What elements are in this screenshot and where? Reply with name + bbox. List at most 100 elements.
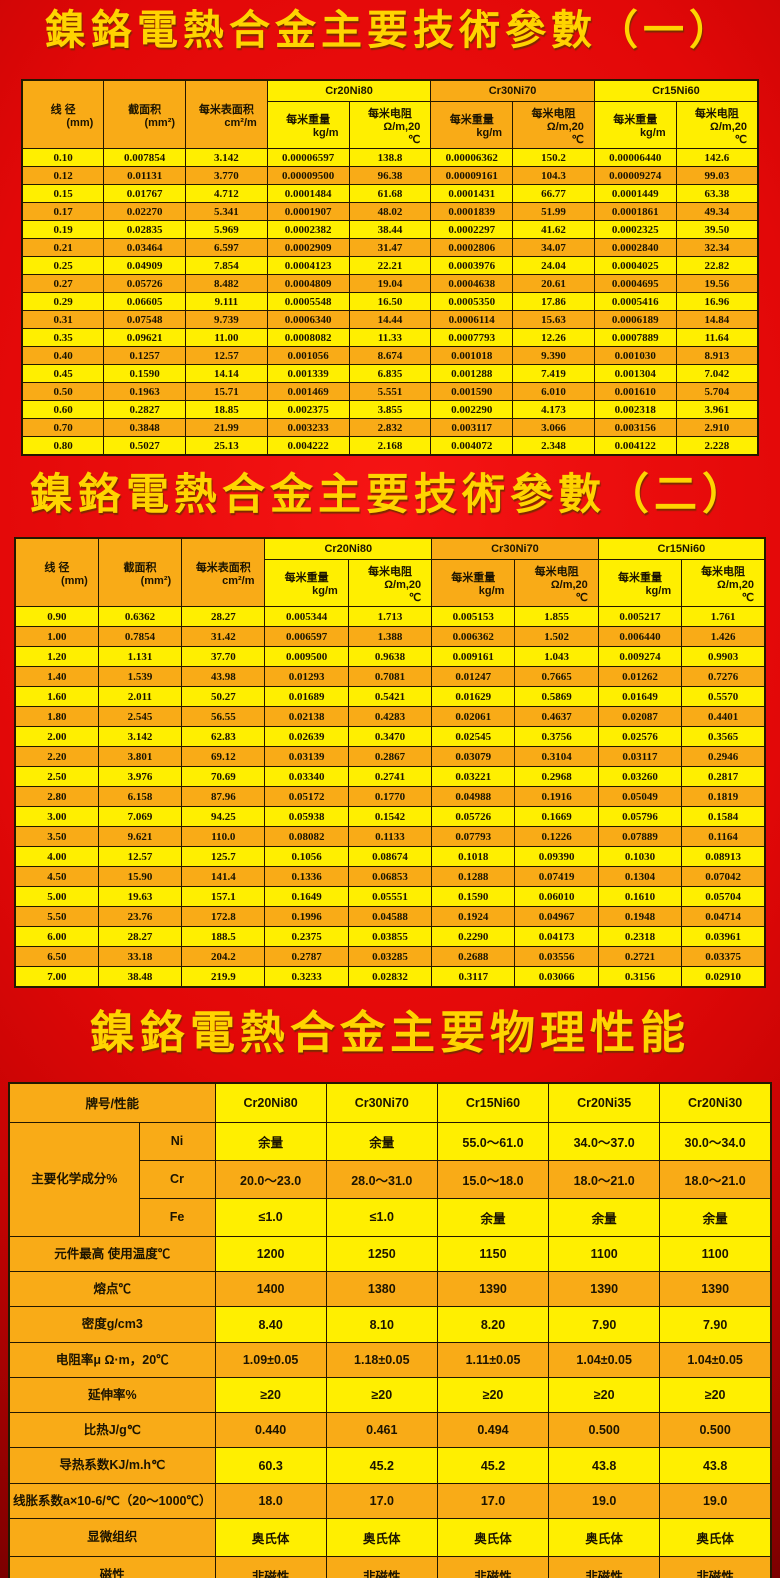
value-cell: 1.131 xyxy=(97,646,183,668)
value-cell: 41.62 xyxy=(512,220,595,240)
value-cell: 3.00 xyxy=(14,806,99,828)
value-cell: 0.2741 xyxy=(347,766,433,788)
value-cell: 0.7276 xyxy=(681,666,766,688)
value-cell: 7.042 xyxy=(675,364,759,384)
value-cell: 0.3756 xyxy=(514,726,599,748)
table-row: 元件最高 使用温度℃ 1200 1250 1150 1100 1100 xyxy=(8,1235,772,1273)
value-cell: 0.01262 xyxy=(597,666,683,688)
value-cell: 0.1257 xyxy=(103,346,187,366)
weight-label: 每米重量 xyxy=(451,572,496,585)
value-cell: 0.5570 xyxy=(681,686,766,708)
value-cell: 2.00 xyxy=(14,726,99,748)
value-cell: 0.4401 xyxy=(681,706,766,728)
row-label-property: 磁性 xyxy=(8,1555,216,1578)
value-cell: 12.57 xyxy=(97,846,183,868)
value-cell: 0.1916 xyxy=(514,786,599,808)
value-cell: 0.6362 xyxy=(97,606,183,628)
value-cell: 28.27 xyxy=(181,606,266,628)
table-row: 1.20 1.131 37.70 0.009500 0.9638 0.009161 1.04… xyxy=(14,646,766,668)
table-row: 0.60 0.2827 18.85 0.002375 3.855 0.002290 4.17… xyxy=(21,400,759,420)
value-cell: 0.0004809 xyxy=(266,274,350,294)
value-cell: 0.006362 xyxy=(431,626,516,648)
column-header-area: 截面积 (mm²) xyxy=(97,537,183,608)
value-cell: 0.1610 xyxy=(597,886,683,908)
value-cell: 1150 xyxy=(436,1235,550,1273)
value-cell: 188.5 xyxy=(181,926,266,948)
value-cell: 45.2 xyxy=(436,1447,550,1484)
resistance-label: 每米电阻 xyxy=(694,107,739,120)
value-cell: 0.2375 xyxy=(264,926,349,948)
value-cell: 0.05726 xyxy=(431,806,516,828)
value-cell: 1100 xyxy=(548,1235,661,1273)
unit-label: kg/m xyxy=(312,585,338,598)
value-cell: 非磁性 xyxy=(214,1555,327,1578)
value-cell: 0.9903 xyxy=(681,646,766,668)
table-row: 2.00 3.142 62.83 0.02639 0.3470 0.02545 0.3756… xyxy=(14,726,766,748)
subheader-weight: 每米重量 kg/m xyxy=(593,101,677,150)
value-cell: 12.57 xyxy=(185,346,268,366)
value-cell: 0.0008082 xyxy=(266,328,350,348)
subheader-resistance: 每米电阻 Ω/m,20 ℃ xyxy=(512,101,595,150)
table-row: 1.60 2.011 50.27 0.01689 0.5421 0.01629 0.5869… xyxy=(14,686,766,708)
row-label-element: Ni xyxy=(138,1121,216,1161)
value-cell: 32.34 xyxy=(675,238,759,258)
value-cell: 0.1030 xyxy=(597,846,683,868)
value-cell: 1.502 xyxy=(514,626,599,648)
value-cell: 142.6 xyxy=(675,148,759,168)
value-cell: 0.03139 xyxy=(264,746,349,768)
value-cell: 0.02138 xyxy=(264,706,349,728)
value-cell: 0.1226 xyxy=(514,826,599,848)
table-row: 熔点℃ 1400 1380 1390 1390 1390 xyxy=(8,1271,772,1308)
value-cell: 1390 xyxy=(659,1271,772,1308)
value-cell: 0.004222 xyxy=(266,436,350,456)
value-cell: 38.48 xyxy=(97,966,183,988)
table-row: 0.50 0.1963 15.71 0.001469 5.551 0.001590 6.01… xyxy=(21,382,759,402)
value-cell: 0.2817 xyxy=(681,766,766,788)
physical-properties-header: 牌号/性能 Cr20Ni80 Cr30Ni70 Cr15Ni60 Cr20Ni3… xyxy=(8,1082,772,1123)
value-cell: 0.3104 xyxy=(514,746,599,768)
value-cell: 0.5869 xyxy=(514,686,599,708)
table-row: 0.25 0.04909 7.854 0.0004123 22.21 0.0003976 2… xyxy=(21,256,759,276)
value-cell: 5.704 xyxy=(675,382,759,402)
value-cell: 3.142 xyxy=(97,726,183,748)
value-cell: 0.03556 xyxy=(514,946,599,968)
value-cell: 0.01689 xyxy=(264,686,349,708)
value-cell: 0.1288 xyxy=(431,866,516,888)
subheader-resistance: 每米电阻 Ω/m,20 ℃ xyxy=(347,559,433,608)
value-cell: 0.001018 xyxy=(430,346,514,366)
value-cell: 0.009274 xyxy=(597,646,683,668)
value-cell: 0.001610 xyxy=(593,382,677,402)
table-row: 3.00 7.069 94.25 0.05938 0.1542 0.05726 0.1669… xyxy=(14,806,766,828)
value-cell: 0.03221 xyxy=(431,766,516,788)
value-cell: 14.84 xyxy=(675,310,759,330)
resistance-label: 每米电阻 xyxy=(367,107,412,120)
value-cell: ≤1.0 xyxy=(214,1197,327,1237)
table-row: 0.35 0.09621 11.00 0.0008082 11.33 0.0007793 1… xyxy=(21,328,759,348)
value-cell: 0.0005416 xyxy=(593,292,677,312)
value-cell: 8.40 xyxy=(214,1306,327,1343)
value-cell: 19.04 xyxy=(348,274,432,294)
value-cell: 43.8 xyxy=(659,1447,772,1484)
value-cell: 0.08082 xyxy=(264,826,349,848)
value-cell: 69.12 xyxy=(181,746,266,768)
subheader-weight: 每米重量 kg/m xyxy=(430,101,514,150)
value-cell: 0.0001907 xyxy=(266,202,350,222)
value-cell: 2.80 xyxy=(14,786,99,808)
table-row: 4.50 15.90 141.4 0.1336 0.06853 0.1288 0.07419… xyxy=(14,866,766,888)
table-row: 0.12 0.01131 3.770 0.00009500 96.38 0.0000916… xyxy=(21,166,759,186)
brand-cr15ni60: Cr15Ni60 xyxy=(436,1082,550,1123)
value-cell: 1.60 xyxy=(14,686,99,708)
value-cell: 23.76 xyxy=(97,906,183,928)
value-cell: 0.3470 xyxy=(347,726,433,748)
value-cell: 非磁性 xyxy=(325,1555,438,1578)
value-cell: 6.010 xyxy=(512,382,595,402)
value-cell: 3.770 xyxy=(185,166,268,186)
value-cell: 0.02639 xyxy=(264,726,349,748)
column-header-surface: 每米表面积 cm²/m xyxy=(185,79,268,150)
value-cell: 0.0006114 xyxy=(430,310,514,330)
value-cell: 18.0 xyxy=(214,1482,327,1519)
parameters-table-2-section: 线 径 (mm) 截面积 (mm²) 每米表面积 cm²/m Cr20Ni80 … xyxy=(0,537,780,989)
value-cell: 0.1590 xyxy=(103,364,187,384)
value-cell: 0.01649 xyxy=(597,686,683,708)
value-cell: 奥氏体 xyxy=(436,1517,550,1557)
